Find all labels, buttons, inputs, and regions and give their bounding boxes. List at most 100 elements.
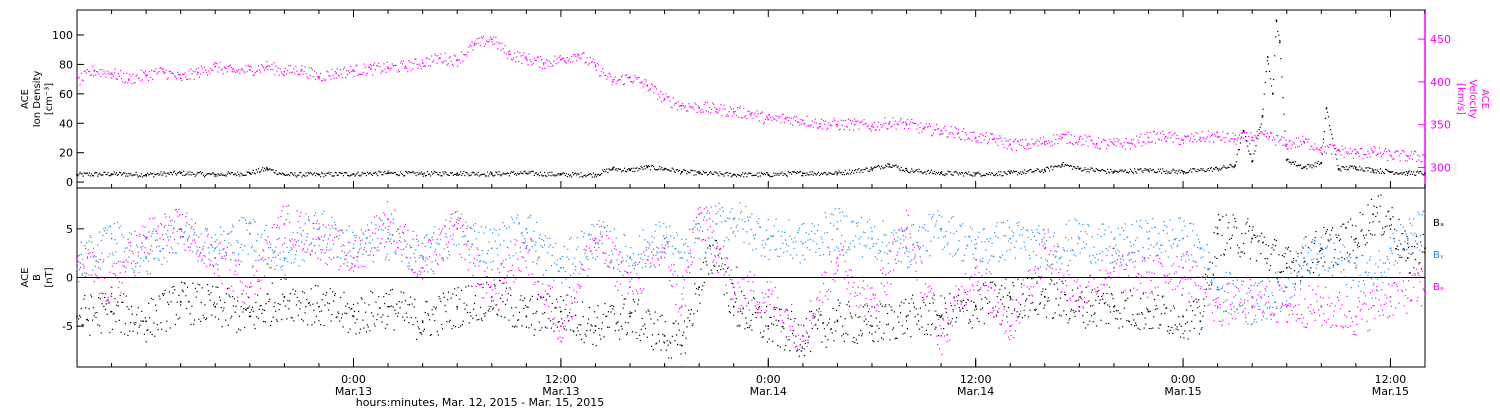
density-sample	[137, 174, 138, 175]
velocity-sample	[353, 76, 354, 77]
bx-sample	[190, 324, 191, 325]
velocity-sample	[200, 73, 201, 74]
bx-sample	[1206, 289, 1207, 290]
density-sample	[455, 174, 456, 175]
velocity-sample	[474, 43, 475, 44]
velocity-sample	[477, 38, 478, 39]
density-sample	[229, 173, 230, 174]
bx-sample	[439, 298, 440, 299]
bx-sample	[148, 303, 149, 304]
by-sample	[527, 217, 528, 218]
density-sample	[638, 168, 639, 169]
density-sample	[885, 165, 886, 166]
density-sample	[118, 174, 119, 175]
velocity-sample	[924, 126, 925, 127]
bx-sample	[108, 299, 109, 300]
density-sample	[788, 171, 789, 172]
by-sample	[296, 251, 297, 252]
bx-sample	[1268, 245, 1269, 246]
bx-sample	[826, 324, 827, 325]
density-sample	[576, 174, 577, 175]
velocity-sample	[939, 134, 940, 135]
velocity-sample	[1281, 136, 1282, 137]
bx-sample	[972, 315, 973, 316]
bx-sample	[789, 350, 790, 351]
velocity-sample	[1015, 139, 1016, 140]
density-sample	[517, 173, 518, 174]
velocity-sample	[1291, 148, 1292, 149]
velocity-sample	[410, 70, 411, 71]
density-sample	[817, 173, 818, 174]
density-sample	[158, 175, 159, 176]
bx-sample	[597, 317, 598, 318]
density-sample	[230, 173, 231, 174]
density-sample	[297, 175, 298, 176]
velocity-sample	[1403, 150, 1404, 151]
density-sample	[213, 173, 214, 174]
density-sample	[1351, 166, 1352, 167]
velocity-sample	[207, 74, 208, 75]
bx-sample	[1005, 278, 1006, 279]
bx-sample	[1335, 249, 1336, 250]
density-sample	[268, 169, 269, 170]
bx-sample	[724, 294, 725, 295]
velocity-sample	[610, 76, 611, 77]
velocity-sample	[885, 123, 886, 124]
bx-sample	[998, 292, 999, 293]
velocity-sample	[1340, 154, 1341, 155]
velocity-sample	[705, 102, 706, 103]
density-sample	[212, 172, 213, 173]
bx-sample	[325, 295, 326, 296]
velocity-sample	[948, 133, 949, 134]
velocity-sample	[189, 78, 190, 79]
velocity-sample	[1054, 143, 1055, 144]
density-sample	[311, 173, 312, 174]
by-sample	[491, 269, 492, 270]
velocity-sample	[983, 135, 984, 136]
velocity-sample	[298, 74, 299, 75]
velocity-sample	[1387, 160, 1388, 161]
velocity-sample	[343, 69, 344, 70]
by-sample	[154, 257, 155, 258]
density-sample	[387, 170, 388, 171]
density-sample	[618, 168, 619, 169]
by-sample	[206, 230, 207, 231]
velocity-sample	[421, 68, 422, 69]
by-sample	[494, 228, 495, 229]
bx-sample	[727, 268, 728, 269]
velocity-sample	[800, 119, 801, 120]
bx-sample	[603, 314, 604, 315]
velocity-sample	[1065, 134, 1066, 135]
velocity-sample	[328, 75, 329, 76]
velocity-sample	[934, 129, 935, 130]
bx-sample	[186, 308, 187, 309]
velocity-sample	[115, 69, 116, 70]
velocity-sample	[696, 112, 697, 113]
velocity-sample	[1180, 144, 1181, 145]
velocity-sample	[731, 109, 732, 110]
density-sample	[550, 175, 551, 176]
bx-sample	[1203, 299, 1204, 300]
bx-sample	[1104, 303, 1105, 304]
bx-sample	[956, 317, 957, 318]
velocity-sample	[1154, 131, 1155, 132]
bx-sample	[236, 332, 237, 333]
bx-sample	[110, 311, 111, 312]
velocity-sample	[873, 127, 874, 128]
velocity-sample	[165, 72, 166, 73]
bx-sample	[639, 335, 640, 336]
velocity-sample	[1047, 143, 1048, 144]
bx-sample	[777, 345, 778, 346]
bx-sample	[587, 323, 588, 324]
velocity-sample	[1195, 132, 1196, 133]
density-sample	[1302, 168, 1303, 169]
bx-sample	[1036, 283, 1037, 284]
bx-sample	[962, 308, 963, 309]
bx-sample	[483, 313, 484, 314]
density-sample	[144, 175, 145, 176]
density-sample	[1310, 164, 1311, 165]
bx-sample	[432, 314, 433, 315]
velocity-sample	[1405, 160, 1406, 161]
velocity-sample	[616, 83, 617, 84]
bx-sample	[904, 333, 905, 334]
